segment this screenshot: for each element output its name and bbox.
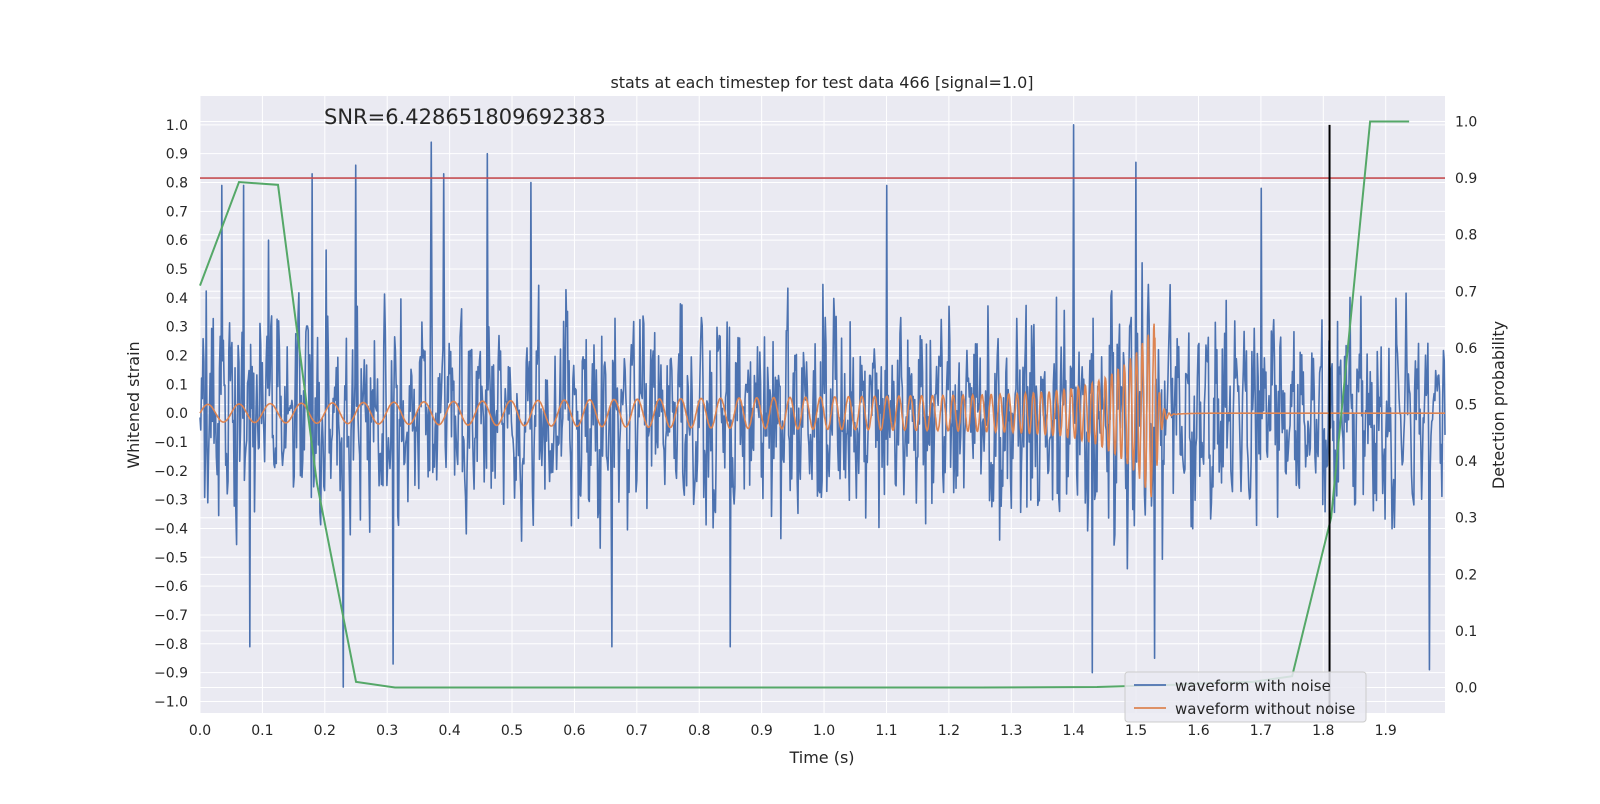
series-waveform-with-noise [199, 124, 1446, 688]
y-axis-label-left: Whitened strain [124, 341, 143, 468]
tick-labels: 0.0 0.1 0.2 0.3 0.4 0.5 0.6 0.7 0.8 0.9 1.0 1.1 1.2 1… [154, 114, 1477, 739]
x-tick-label: 1.5 [1125, 723, 1147, 739]
x-tick-label: 0.7 [626, 723, 648, 739]
y-tick-label-right: 0.5 [1455, 398, 1477, 414]
y-tick-label-left: 0.8 [166, 175, 188, 191]
y-tick-label-right: 0.8 [1455, 228, 1477, 244]
x-tick-label: 1.9 [1375, 723, 1397, 739]
y-tick-label-left: 0.4 [166, 291, 188, 307]
y-tick-label-left: 0.9 [166, 147, 188, 163]
x-axis-label: Time (s) [788, 748, 854, 767]
y-tick-label-left: 0.6 [166, 233, 188, 249]
series-waveform-without-noise [199, 323, 1445, 498]
x-tick-label: 1.6 [1187, 723, 1209, 739]
x-tick-label: 1.3 [1000, 723, 1022, 739]
y-tick-label-left: 1.0 [166, 118, 188, 134]
x-tick-label: 0.8 [688, 723, 710, 739]
x-tick-label: 0.9 [751, 723, 773, 739]
y-tick-label-right: 0.6 [1455, 341, 1477, 357]
y-tick-label-left: −0.1 [154, 435, 188, 451]
x-tick-label: 1.1 [875, 723, 897, 739]
x-tick-label: 1.0 [813, 723, 835, 739]
y-tick-label-left: −0.9 [154, 666, 188, 682]
x-tick-label: 0.1 [251, 723, 273, 739]
y-tick-label-left: 0.2 [166, 348, 188, 364]
y-tick-label-left: 0.0 [166, 406, 188, 422]
x-tick-label: 1.4 [1063, 723, 1085, 739]
x-tick-label: 0.3 [376, 723, 398, 739]
y-axis-label-right: Detection probability [1489, 321, 1508, 489]
y-tick-label-left: −0.7 [154, 608, 188, 624]
x-tick-label: 0.2 [314, 723, 336, 739]
y-tick-label-left: −0.3 [154, 493, 188, 509]
y-tick-label-left: 0.5 [166, 262, 188, 278]
y-tick-label-left: 0.1 [166, 377, 188, 393]
y-tick-label-right: 0.0 [1455, 681, 1477, 697]
legend-label-clean: waveform without noise [1175, 700, 1355, 718]
y-tick-label-right: 0.7 [1455, 284, 1477, 300]
y-tick-label-left: 0.3 [166, 320, 188, 336]
y-tick-label-left: −0.8 [154, 637, 188, 653]
legend: waveform with noise waveform without noi… [1124, 671, 1367, 723]
y-tick-label-right: 1.0 [1455, 114, 1477, 130]
y-tick-label-left: −0.2 [154, 464, 188, 480]
y-tick-label-right: 0.1 [1455, 624, 1477, 640]
x-tick-label: 0.6 [563, 723, 585, 739]
y-tick-label-left: −0.6 [154, 579, 188, 595]
y-tick-label-left: −1.0 [154, 694, 188, 710]
chart-title: stats at each timestep for test data 466… [610, 73, 1033, 92]
x-tick-label: 1.7 [1250, 723, 1272, 739]
legend-box [1124, 671, 1367, 723]
x-tick-label: 1.8 [1312, 723, 1334, 739]
y-tick-label-right: 0.4 [1455, 454, 1477, 470]
y-tick-label-right: 0.3 [1455, 511, 1477, 527]
x-tick-label: 0.4 [438, 723, 460, 739]
y-tick-label-left: −0.5 [154, 550, 188, 566]
legend-label-noisy: waveform with noise [1175, 677, 1331, 695]
y-tick-label-left: −0.4 [154, 521, 188, 537]
y-tick-label-right: 0.2 [1455, 567, 1477, 583]
x-tick-label: 1.2 [938, 723, 960, 739]
x-tick-label: 0.0 [189, 723, 211, 739]
snr-annotation: SNR=6.428651809692383 [324, 105, 606, 129]
x-tick-label: 0.5 [501, 723, 523, 739]
y-tick-label-right: 0.9 [1455, 171, 1477, 187]
y-tick-label-left: 0.7 [166, 204, 188, 220]
